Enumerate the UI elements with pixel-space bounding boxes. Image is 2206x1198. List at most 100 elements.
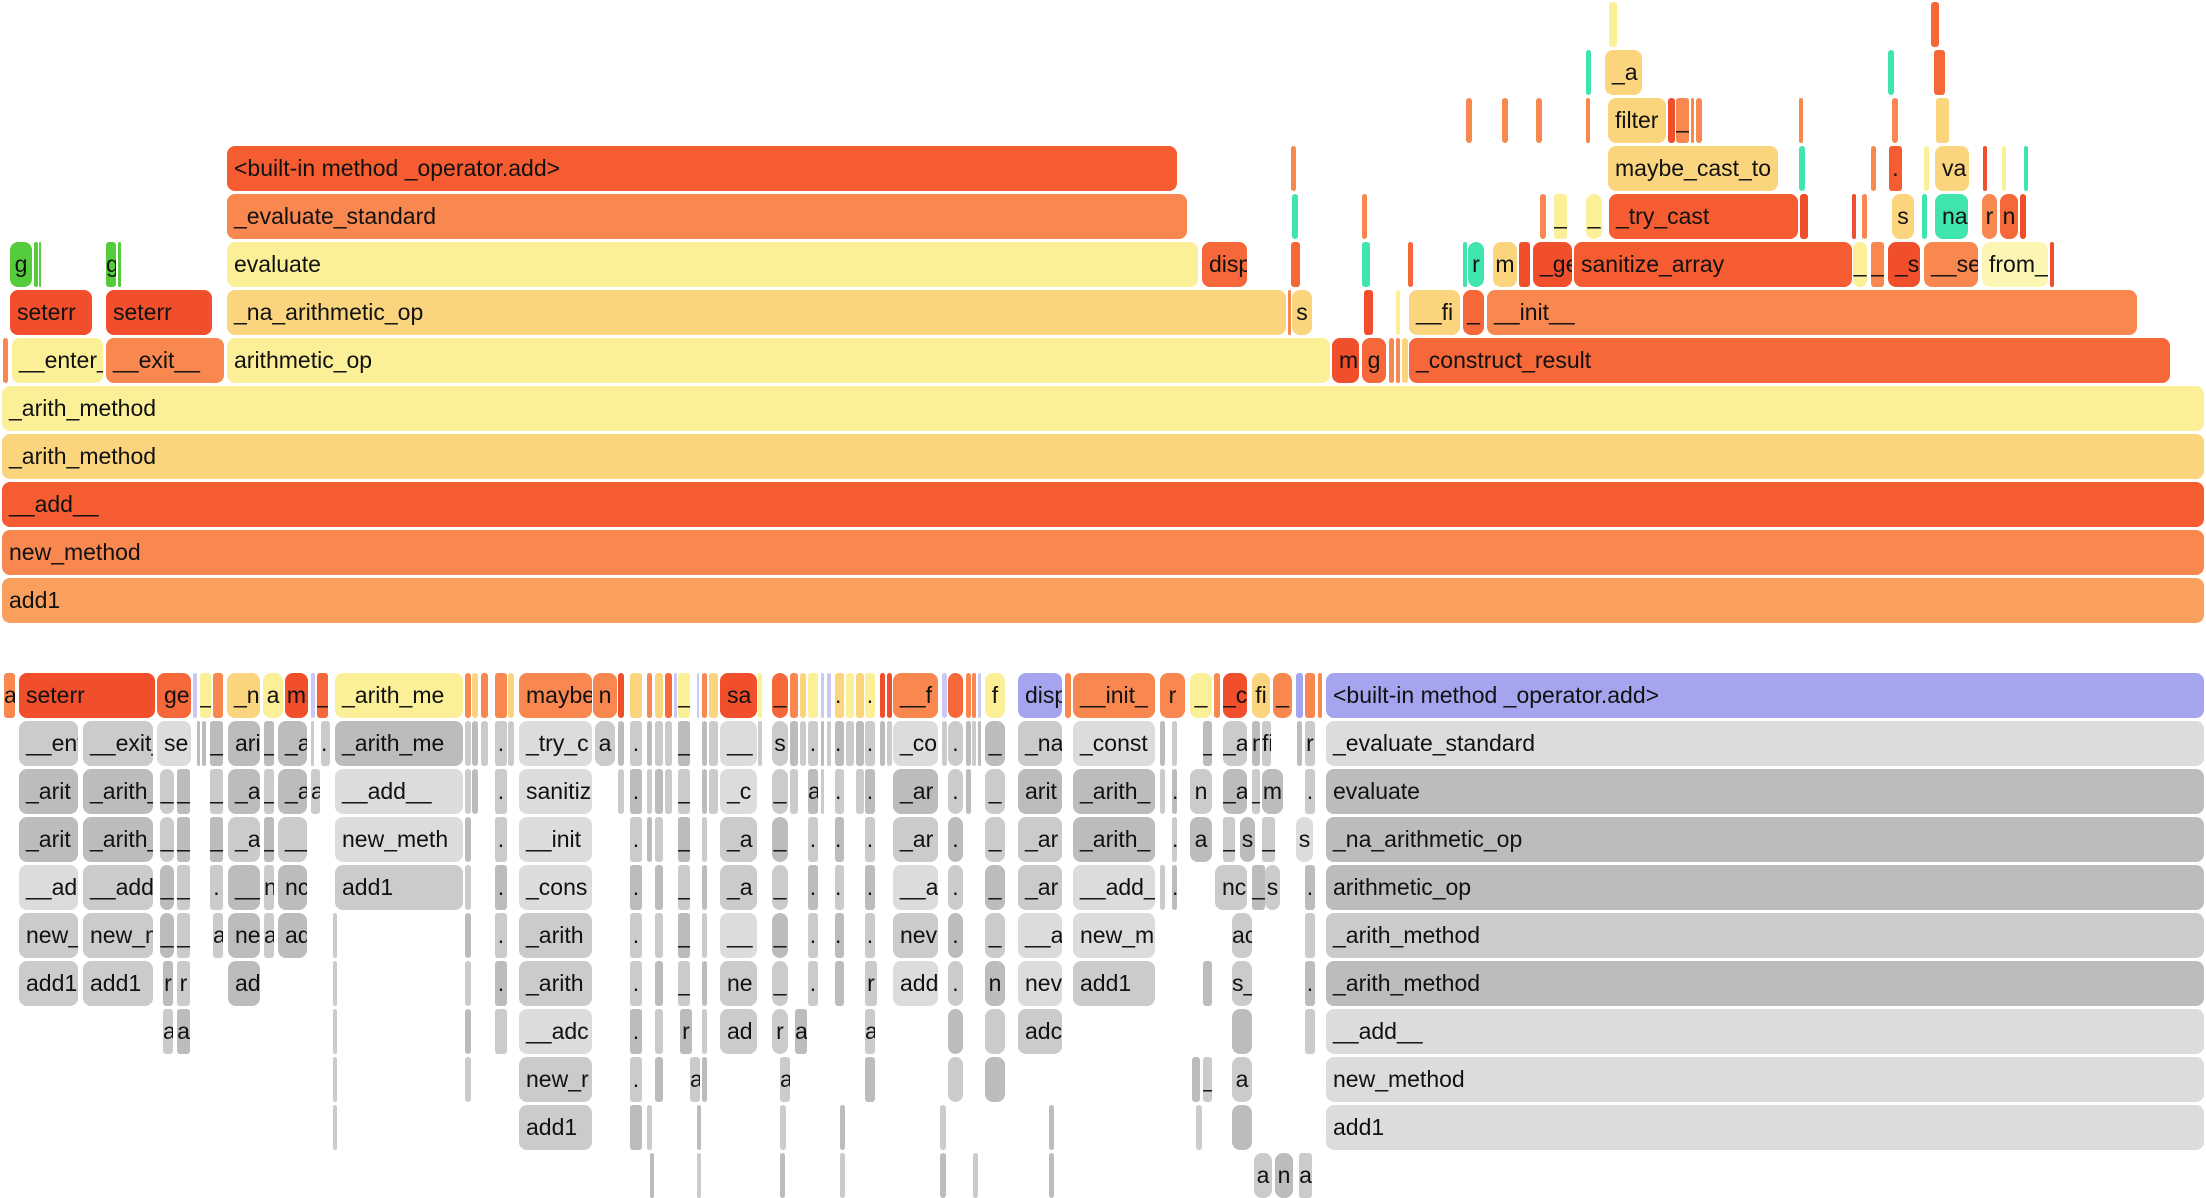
flame-frame[interactable] [647, 721, 652, 766]
flame-frame[interactable] [1408, 242, 1413, 287]
flame-frame[interactable] [465, 769, 471, 814]
flame-frame--[interactable]: . [808, 721, 818, 766]
flame-frame--[interactable]: . [808, 865, 818, 910]
flame-frame-_[interactable]: _ [177, 817, 190, 862]
flame-frame-a[interactable]: a [690, 1057, 700, 1102]
flame-frame-nev[interactable]: nev [893, 913, 938, 958]
flame-frame--[interactable]: . [865, 865, 875, 910]
flame-frame-add1[interactable]: add1 [1326, 1105, 2204, 1150]
flame-frame-__add_[interactable]: __add_ [83, 865, 153, 910]
flame-frame--[interactable]: . [1305, 769, 1315, 814]
flame-frame[interactable] [39, 242, 41, 287]
flame-frame--[interactable]: . [630, 865, 642, 910]
flame-frame-_s[interactable]: _s [1888, 242, 1920, 287]
flame-frame-adc[interactable]: adc [1018, 1009, 1062, 1054]
flame-frame-s[interactable]: s [1240, 817, 1255, 862]
flame-frame[interactable] [758, 673, 762, 718]
flame-frame--[interactable]: . [865, 817, 875, 862]
flame-frame--[interactable]: . [835, 817, 844, 862]
flame-frame-_cons[interactable]: _cons [519, 865, 592, 910]
flame-frame--[interactable]: . [495, 721, 507, 766]
flame-frame-__f[interactable]: __f [893, 673, 938, 718]
flame-frame-_[interactable]: _ [1871, 242, 1884, 287]
flame-frame[interactable] [948, 673, 963, 718]
flame-frame--[interactable]: . [948, 769, 963, 814]
flame-frame[interactable] [665, 769, 672, 814]
flame-frame-__[interactable]: __ [278, 817, 307, 862]
flame-frame-_[interactable]: _ [264, 817, 274, 862]
flame-frame[interactable] [985, 1057, 1005, 1102]
flame-frame[interactable] [1396, 338, 1400, 383]
flame-frame[interactable] [973, 1153, 978, 1198]
flame-frame[interactable] [1049, 1153, 1054, 1198]
flame-frame[interactable] [1502, 98, 1508, 143]
flame-frame[interactable] [702, 673, 707, 718]
flame-frame-_c[interactable]: _c [720, 769, 757, 814]
flame-frame[interactable] [856, 673, 864, 718]
flame-frame-_[interactable]: _ [160, 817, 174, 862]
flame-frame-a[interactable]: a [213, 913, 223, 958]
flame-frame[interactable] [465, 673, 471, 718]
flame-frame[interactable] [647, 673, 652, 718]
flame-frame-_[interactable]: _ [1203, 721, 1212, 766]
flame-frame--built-in-method-_operator-add-[interactable]: <built-in method _operator.add> [1326, 673, 2204, 718]
flame-frame--[interactable]: . [1305, 961, 1315, 1006]
flame-frame-g[interactable]: g [106, 242, 116, 287]
flame-frame[interactable] [1305, 673, 1315, 718]
flame-frame-_ar[interactable]: _ar [893, 817, 938, 862]
flame-frame-ad[interactable]: ad [278, 913, 307, 958]
flame-frame-__add__[interactable]: __add__ [1326, 1009, 2204, 1054]
flame-frame[interactable] [495, 1009, 507, 1054]
flame-frame[interactable] [472, 769, 478, 814]
flame-frame-s_[interactable]: s_ [1232, 961, 1252, 1006]
flame-frame-_[interactable]: _ [1586, 194, 1602, 239]
flame-frame--[interactable]: . [495, 913, 507, 958]
flame-frame[interactable] [697, 1105, 701, 1150]
flame-frame[interactable] [887, 721, 892, 766]
flame-frame[interactable] [618, 721, 624, 766]
flame-frame[interactable] [655, 769, 663, 814]
flame-frame[interactable] [948, 1057, 963, 1102]
flame-frame[interactable] [1519, 242, 1530, 287]
flame-frame[interactable] [709, 673, 718, 718]
flame-frame-_a[interactable]: _a [720, 865, 757, 910]
flame-frame-se[interactable]: se [157, 721, 191, 766]
flame-frame[interactable] [3, 338, 8, 383]
flame-frame[interactable] [1934, 50, 1945, 95]
flame-frame-a[interactable]: a [865, 1009, 875, 1054]
flame-frame[interactable] [1888, 50, 1894, 95]
flame-frame[interactable] [1466, 98, 1472, 143]
flame-frame-_ge[interactable]: _ge [1533, 242, 1572, 287]
flame-frame-a[interactable]: a [163, 1009, 173, 1054]
flame-frame-_arith_[interactable]: _arith_ [83, 817, 153, 862]
flame-frame-ge[interactable]: ge [157, 673, 191, 718]
flame-frame[interactable] [647, 769, 652, 814]
flame-frame-_[interactable]: _ [1252, 769, 1260, 814]
flame-frame[interactable] [2050, 242, 2054, 287]
flame-frame[interactable] [1668, 98, 1675, 143]
flame-frame[interactable] [1586, 98, 1590, 143]
flame-frame[interactable] [856, 721, 864, 766]
flame-frame-_[interactable]: _ [678, 721, 690, 766]
flame-frame[interactable] [630, 673, 642, 718]
flame-frame-a[interactable]: a [177, 1009, 190, 1054]
flame-frame[interactable] [1214, 673, 1220, 718]
flame-frame[interactable] [942, 673, 947, 718]
flame-frame-r[interactable]: r [177, 961, 190, 1006]
flame-frame-ne[interactable]: ne [228, 913, 260, 958]
flame-frame[interactable] [333, 913, 337, 958]
flame-frame-_a[interactable]: _a [1223, 721, 1247, 766]
flame-frame[interactable] [780, 1153, 785, 1198]
flame-frame-_[interactable]: _ [1273, 673, 1292, 718]
flame-frame-__adc[interactable]: __adc [519, 1009, 592, 1054]
flame-frame[interactable] [34, 242, 38, 287]
flame-frame-__[interactable]: __ [228, 865, 260, 910]
flame-frame-fi[interactable]: fi [1252, 673, 1270, 718]
flame-frame-_arit[interactable]: _arit [19, 817, 78, 862]
flame-frame--[interactable]: . [835, 769, 844, 814]
flame-frame-nc[interactable]: nc [278, 865, 307, 910]
flame-frame[interactable] [1291, 146, 1296, 191]
flame-frame-add1[interactable]: add1 [2, 578, 2204, 623]
flame-frame--[interactable]: . [495, 817, 507, 862]
flame-frame--[interactable]: . [948, 961, 963, 1006]
